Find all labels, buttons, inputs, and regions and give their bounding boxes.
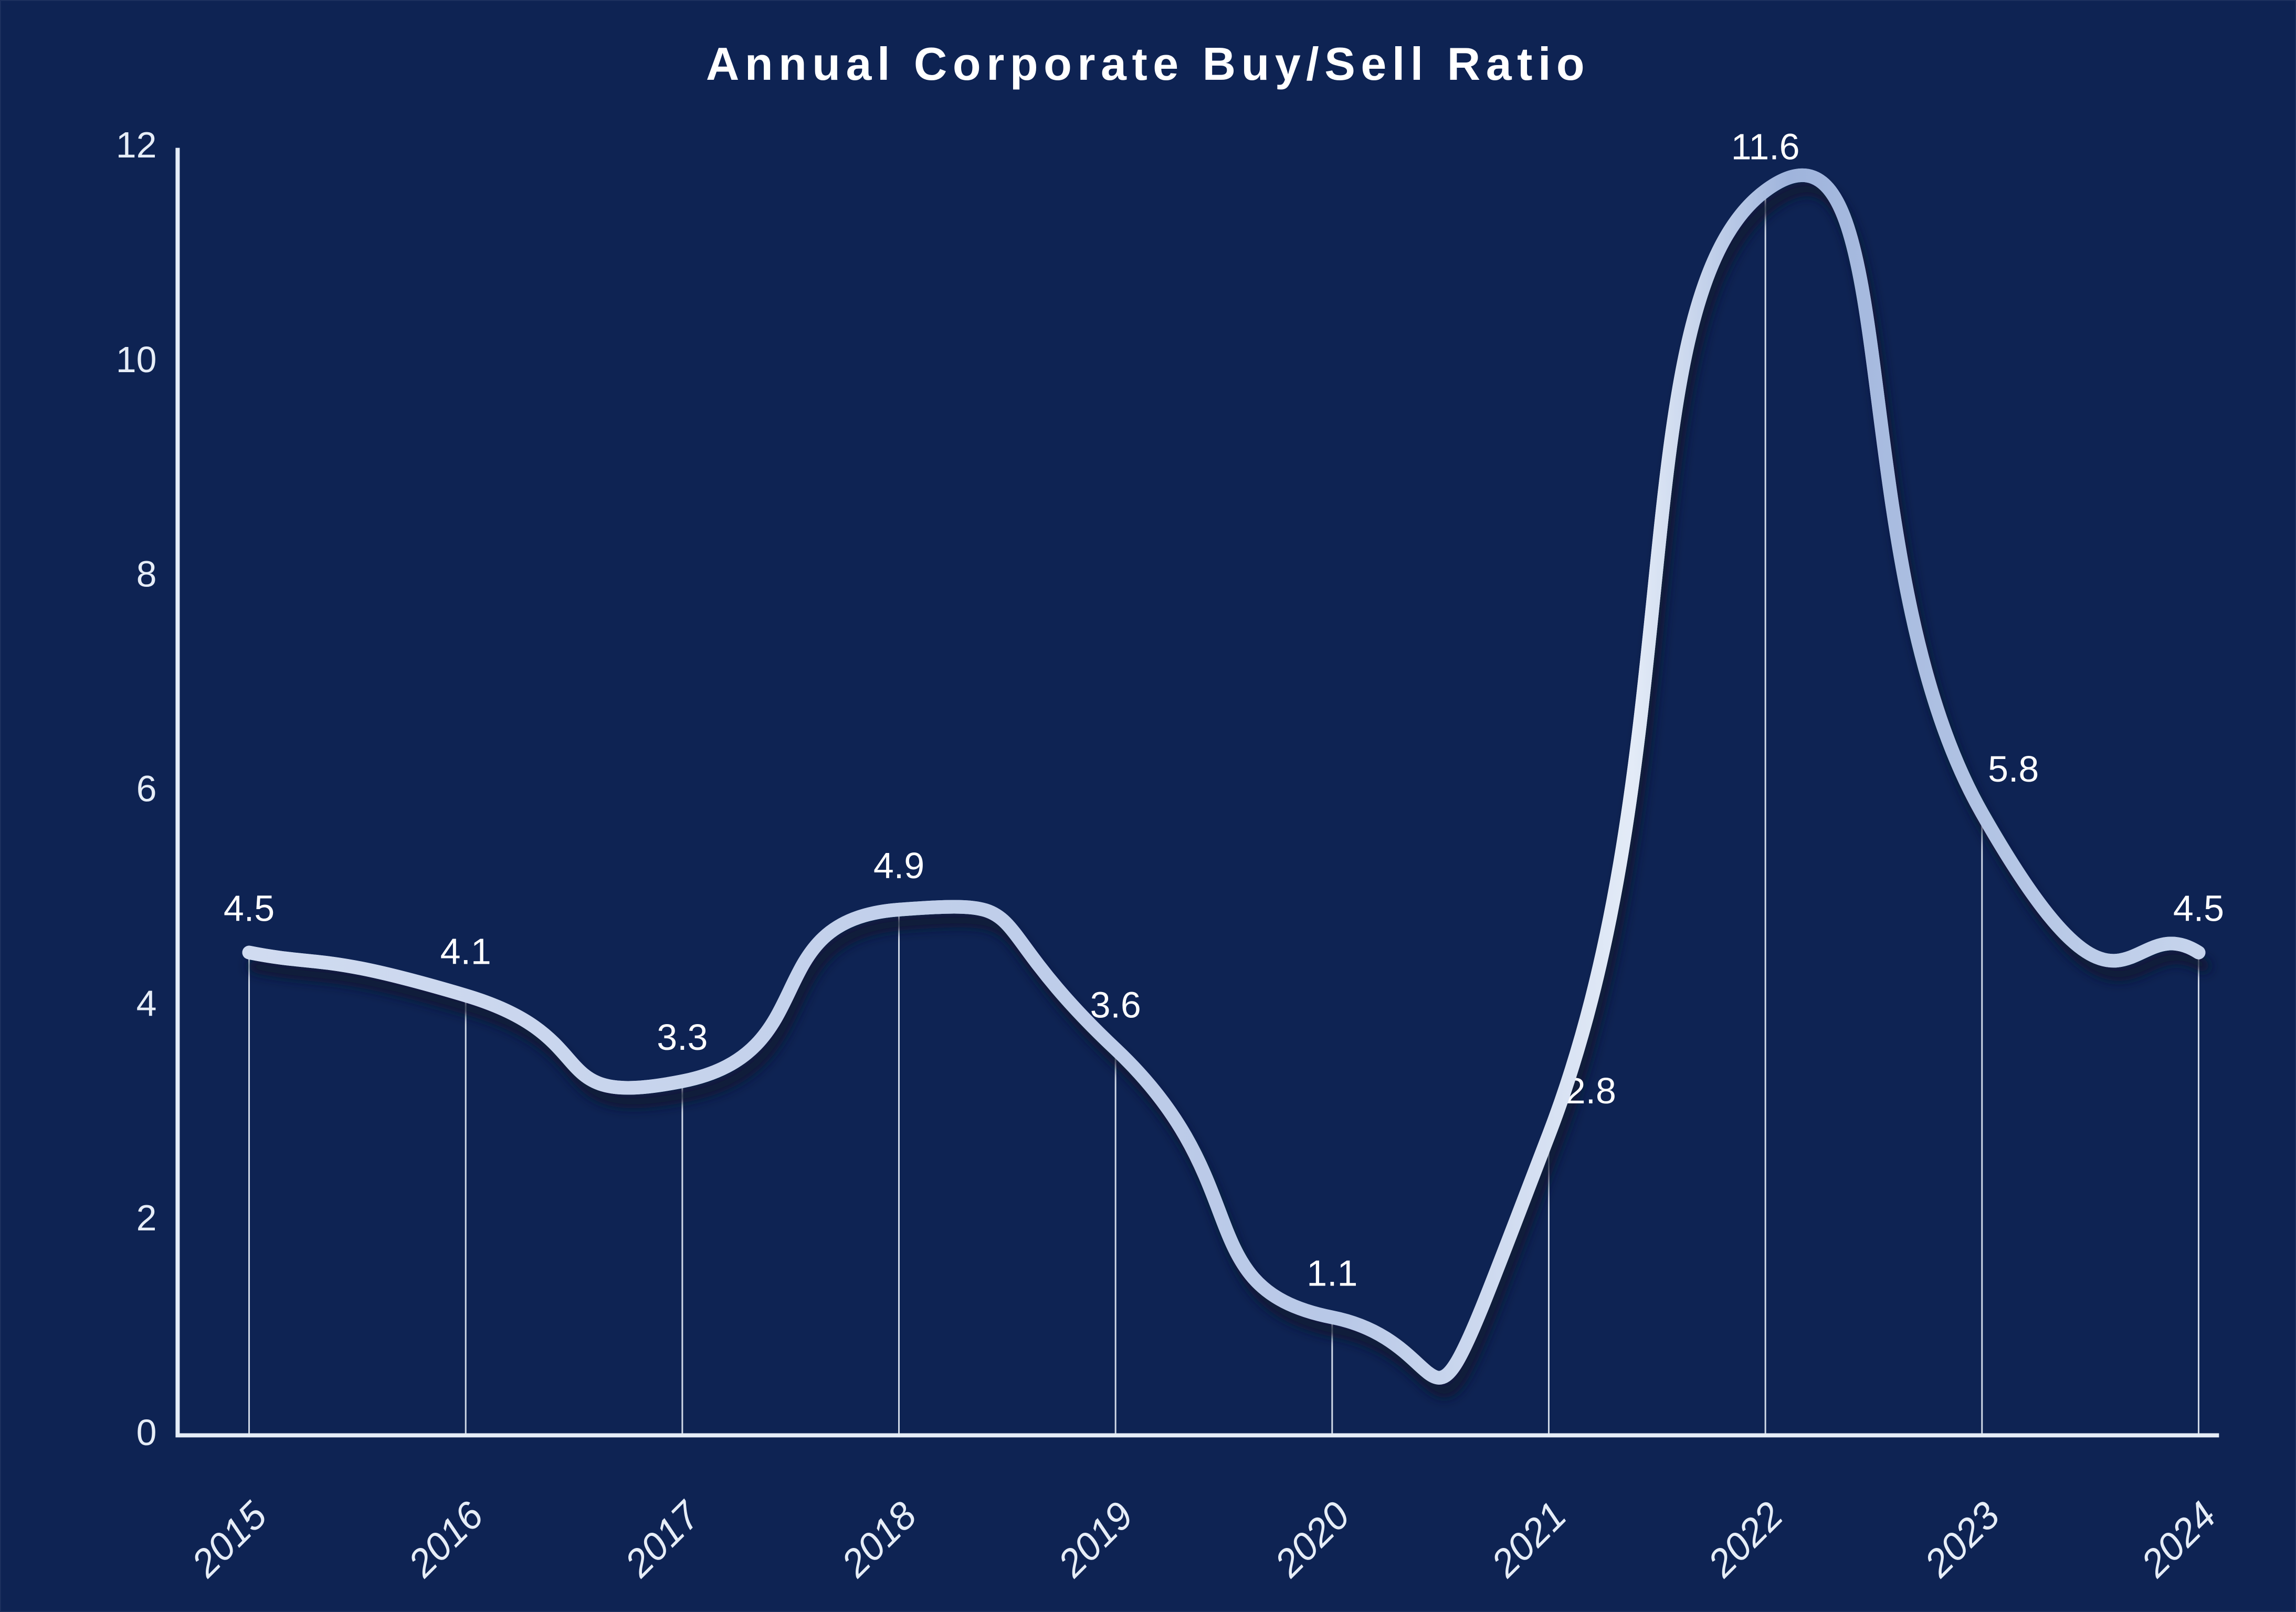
data-label: 11.6 bbox=[1731, 126, 1800, 167]
x-axis-ticks: 2015 2016 2017 2018 2019 2020 2021 2022 2023 2024 bbox=[183, 1492, 2225, 1586]
data-label: 4.9 bbox=[873, 845, 924, 886]
data-label: 4.5 bbox=[2173, 888, 2224, 929]
data-label: 3.6 bbox=[1090, 985, 1141, 1026]
data-label: 3.3 bbox=[657, 1017, 708, 1058]
y-tick-label: 10 bbox=[116, 339, 157, 380]
drop-lines bbox=[249, 191, 2199, 1435]
x-tick-label: 2024 bbox=[2132, 1493, 2225, 1586]
x-tick-label: 2022 bbox=[1699, 1493, 1792, 1586]
chart-title: Annual Corporate Buy/Sell Ratio bbox=[706, 38, 1590, 90]
x-tick-label: 2019 bbox=[1049, 1493, 1142, 1586]
data-label: 1.1 bbox=[1307, 1253, 1357, 1294]
data-label: 5.8 bbox=[1988, 749, 2039, 789]
x-tick-label: 2020 bbox=[1266, 1493, 1358, 1586]
x-tick-label: 2016 bbox=[399, 1493, 492, 1585]
x-tick-label: 2021 bbox=[1482, 1493, 1575, 1586]
data-label: 4.5 bbox=[224, 888, 275, 929]
y-tick-label: 12 bbox=[116, 124, 157, 165]
y-tick-label: 6 bbox=[136, 768, 157, 809]
series-line-shadow bbox=[249, 175, 2199, 1378]
series-line bbox=[249, 175, 2199, 1378]
x-tick-label: 2023 bbox=[1915, 1493, 2008, 1586]
chart-container: Annual Corporate Buy/Sell Ratio 0 2 4 6 8 10 1… bbox=[0, 0, 2296, 1612]
y-axis-ticks: 0 2 4 6 8 10 12 bbox=[116, 124, 157, 1453]
data-label: 4.1 bbox=[440, 931, 491, 972]
axes bbox=[177, 148, 2219, 1436]
y-tick-label: 0 bbox=[136, 1412, 157, 1453]
line-chart: Annual Corporate Buy/Sell Ratio 0 2 4 6 8 10 1… bbox=[1, 1, 2295, 1611]
data-labels: 4.54.13.34.93.61.12.811.65.84.5 bbox=[224, 126, 2224, 1293]
x-tick-label: 2015 bbox=[183, 1493, 275, 1585]
y-tick-label: 4 bbox=[136, 983, 157, 1024]
y-tick-label: 2 bbox=[136, 1197, 157, 1238]
y-tick-label: 8 bbox=[136, 554, 157, 595]
x-tick-label: 2018 bbox=[833, 1493, 925, 1586]
x-tick-label: 2017 bbox=[616, 1492, 709, 1586]
